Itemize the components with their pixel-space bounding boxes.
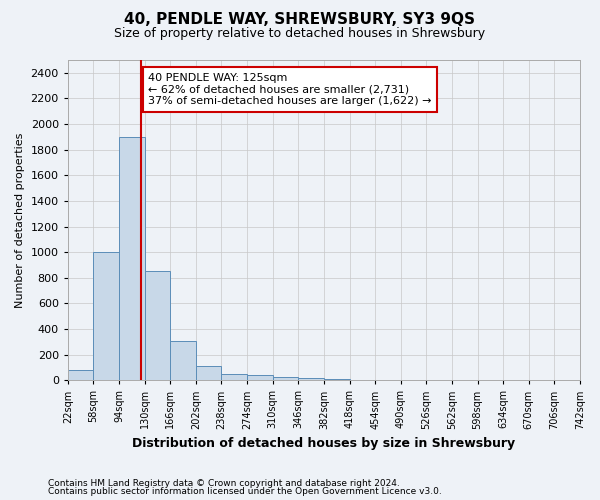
Bar — [324, 379, 350, 380]
Text: 40, PENDLE WAY, SHREWSBURY, SY3 9QS: 40, PENDLE WAY, SHREWSBURY, SY3 9QS — [125, 12, 476, 28]
Bar — [221, 374, 247, 380]
Text: 40 PENDLE WAY: 125sqm
← 62% of detached houses are smaller (2,731)
37% of semi-d: 40 PENDLE WAY: 125sqm ← 62% of detached … — [148, 73, 432, 106]
Bar — [119, 137, 145, 380]
Text: Contains public sector information licensed under the Open Government Licence v3: Contains public sector information licen… — [48, 487, 442, 496]
Bar — [170, 340, 196, 380]
Bar — [272, 377, 298, 380]
Bar — [196, 366, 221, 380]
X-axis label: Distribution of detached houses by size in Shrewsbury: Distribution of detached houses by size … — [133, 437, 515, 450]
Bar — [298, 378, 324, 380]
Y-axis label: Number of detached properties: Number of detached properties — [15, 132, 25, 308]
Bar — [145, 272, 170, 380]
Text: Size of property relative to detached houses in Shrewsbury: Size of property relative to detached ho… — [115, 28, 485, 40]
Bar — [68, 370, 94, 380]
Text: Contains HM Land Registry data © Crown copyright and database right 2024.: Contains HM Land Registry data © Crown c… — [48, 478, 400, 488]
Bar — [94, 252, 119, 380]
Bar — [247, 375, 272, 380]
